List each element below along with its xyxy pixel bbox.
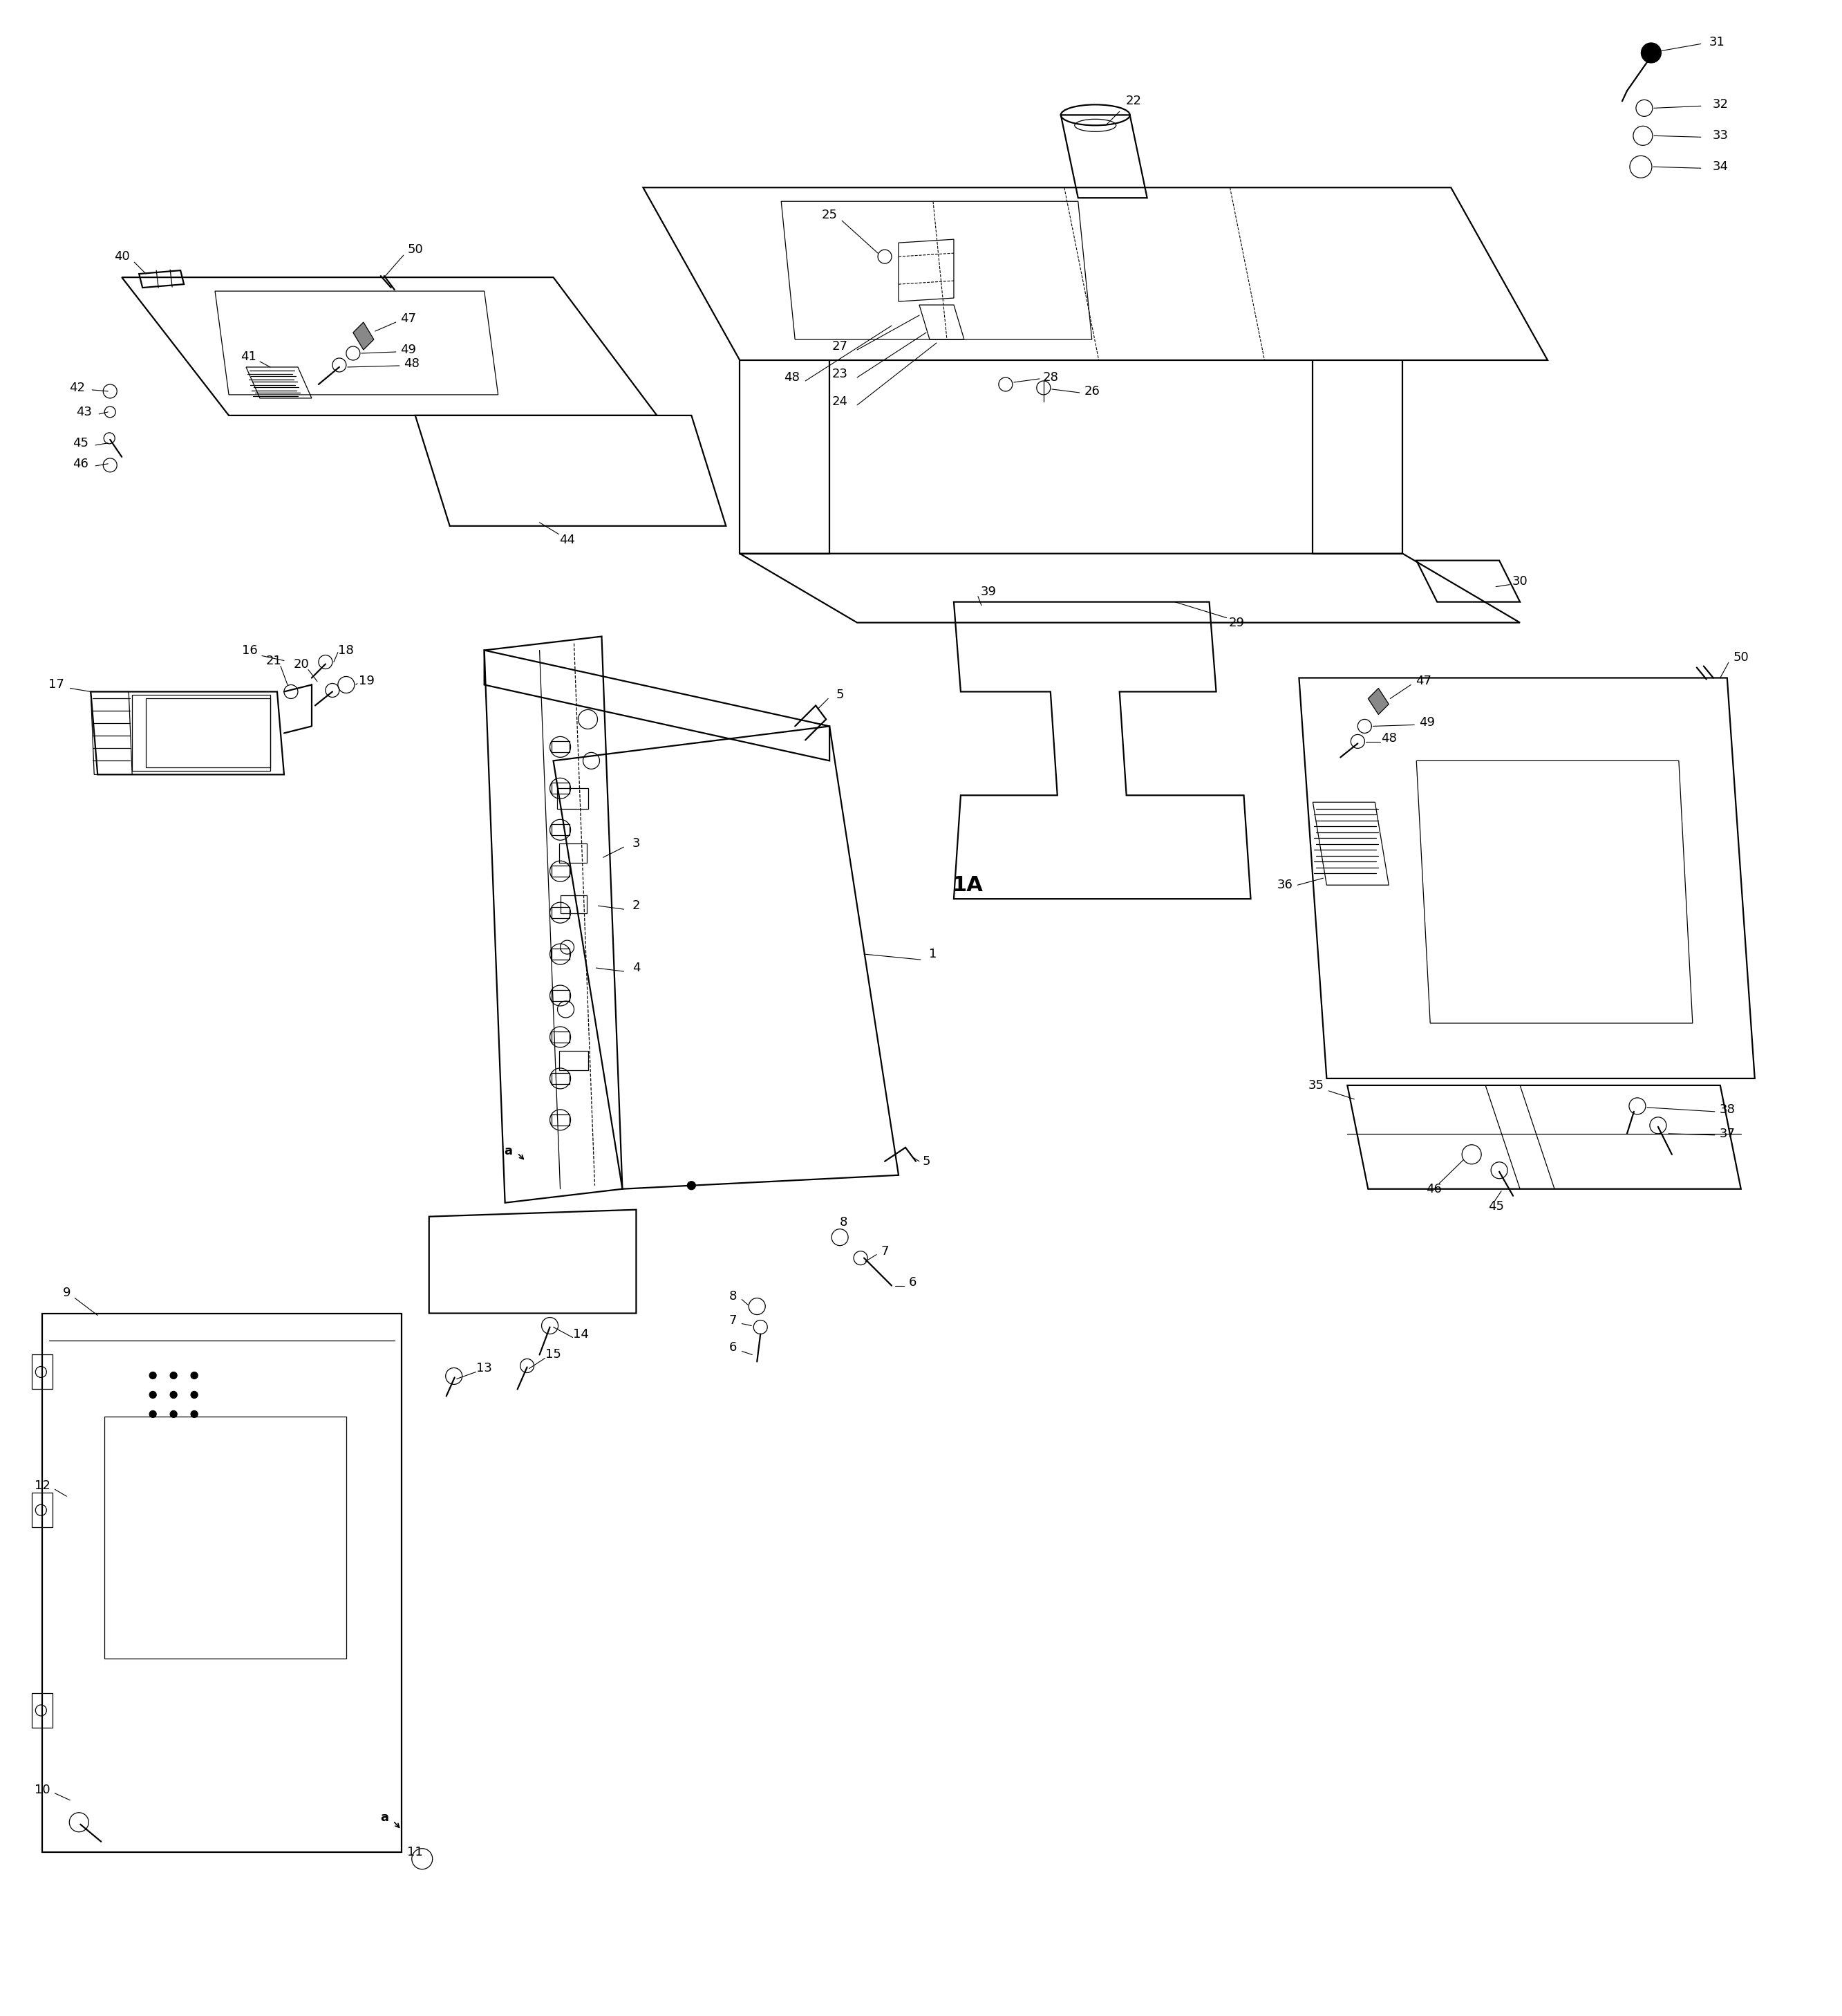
Text: 38: 38 (1719, 1103, 1735, 1115)
Bar (560, 895, 586, 913)
Polygon shape (354, 323, 374, 351)
Text: 20: 20 (293, 657, 309, 669)
Text: 31: 31 (1709, 36, 1724, 48)
Text: 43: 43 (76, 405, 92, 417)
Bar (133, 696, 271, 770)
Bar (31, 1492, 53, 1528)
Text: 24: 24 (833, 395, 847, 407)
Text: 37: 37 (1719, 1127, 1735, 1139)
Text: 3: 3 (632, 837, 641, 851)
Bar (558, 1050, 588, 1070)
Circle shape (169, 1391, 177, 1399)
Text: 11: 11 (407, 1847, 424, 1859)
Circle shape (169, 1373, 177, 1379)
Bar (31, 1355, 53, 1389)
Text: 47: 47 (1415, 675, 1431, 687)
Text: 14: 14 (573, 1329, 589, 1341)
Bar (105, 1417, 346, 1659)
Text: 13: 13 (477, 1363, 492, 1375)
Text: 47: 47 (400, 312, 416, 325)
Text: 19: 19 (359, 675, 374, 687)
Text: 18: 18 (339, 643, 354, 657)
Text: 23: 23 (833, 367, 847, 381)
Text: 46: 46 (72, 458, 88, 470)
Text: 35: 35 (1308, 1079, 1324, 1091)
Text: 5: 5 (923, 1155, 930, 1167)
Text: 45: 45 (72, 437, 88, 450)
Circle shape (149, 1391, 157, 1399)
Bar (551, 865, 569, 877)
Text: 12: 12 (35, 1480, 50, 1492)
Text: 33: 33 (1713, 129, 1728, 141)
Circle shape (192, 1411, 197, 1417)
Text: 49: 49 (1418, 716, 1435, 730)
Text: 17: 17 (48, 679, 64, 691)
Text: 48: 48 (783, 371, 799, 383)
Text: 16: 16 (241, 643, 258, 657)
Text: 4: 4 (632, 962, 641, 974)
Circle shape (192, 1373, 197, 1379)
Text: 44: 44 (560, 534, 575, 546)
Circle shape (149, 1373, 157, 1379)
Bar (146, 700, 271, 768)
Text: 6: 6 (729, 1341, 737, 1355)
Text: 49: 49 (400, 343, 416, 357)
Text: 8: 8 (840, 1216, 847, 1228)
Text: 39: 39 (980, 585, 997, 599)
Text: 26: 26 (1083, 385, 1100, 397)
Text: a: a (379, 1810, 389, 1824)
Text: 48: 48 (1382, 732, 1396, 744)
Circle shape (192, 1391, 197, 1399)
Text: 10: 10 (35, 1784, 50, 1796)
Text: 8: 8 (729, 1290, 737, 1302)
Text: 7: 7 (729, 1314, 737, 1327)
Circle shape (169, 1411, 177, 1417)
Text: 6: 6 (908, 1276, 915, 1288)
Text: 27: 27 (833, 341, 847, 353)
Text: 50: 50 (407, 244, 424, 256)
Text: 21: 21 (265, 655, 282, 667)
Circle shape (687, 1181, 696, 1189)
Text: 1: 1 (928, 948, 938, 960)
Text: 15: 15 (545, 1349, 562, 1361)
Text: 7: 7 (880, 1246, 888, 1258)
Text: 34: 34 (1713, 161, 1728, 173)
Bar (551, 742, 569, 752)
Bar (558, 843, 586, 863)
Text: 30: 30 (1512, 575, 1527, 587)
Text: 46: 46 (1426, 1183, 1442, 1195)
Text: 48: 48 (403, 357, 420, 369)
Circle shape (1641, 42, 1661, 62)
Text: 25: 25 (822, 210, 838, 222)
Text: 50: 50 (1733, 651, 1748, 663)
Bar (551, 1115, 569, 1125)
Text: 1A: 1A (952, 875, 984, 895)
Bar (551, 1073, 569, 1085)
Bar (551, 782, 569, 794)
Text: a: a (505, 1145, 512, 1157)
Text: 5: 5 (836, 689, 844, 702)
Text: 40: 40 (114, 250, 129, 262)
Circle shape (149, 1411, 157, 1417)
Bar (551, 990, 569, 1002)
Bar (551, 950, 569, 960)
Text: 36: 36 (1277, 879, 1293, 891)
Bar (556, 788, 588, 808)
Bar (551, 825, 569, 835)
Text: 41: 41 (239, 351, 256, 363)
Text: 45: 45 (1488, 1200, 1503, 1212)
Text: 2: 2 (632, 899, 641, 911)
Text: 29: 29 (1229, 617, 1245, 629)
Bar (551, 1032, 569, 1042)
Bar (31, 1693, 53, 1728)
Bar (551, 907, 569, 917)
Text: 32: 32 (1713, 99, 1728, 111)
Text: 28: 28 (1043, 371, 1059, 383)
Text: 42: 42 (68, 381, 85, 393)
Text: 9: 9 (63, 1286, 70, 1298)
Polygon shape (1369, 687, 1389, 714)
Text: 22: 22 (1125, 95, 1142, 107)
